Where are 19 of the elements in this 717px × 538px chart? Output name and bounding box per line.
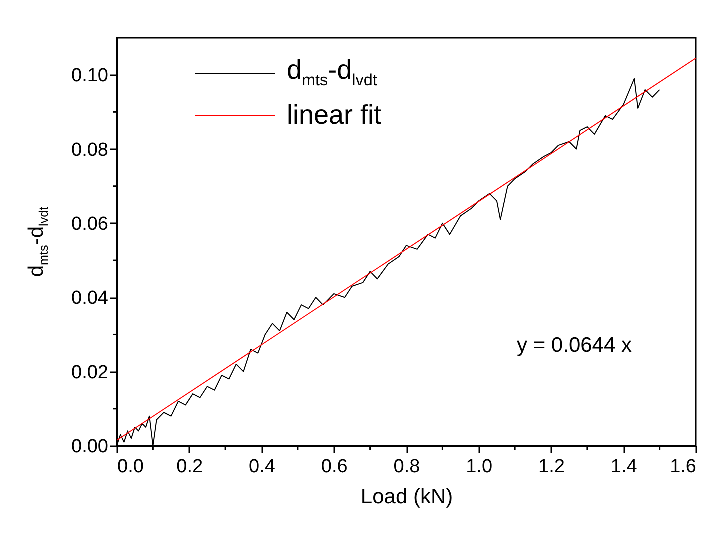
y-tick-label: 0.00 <box>72 436 108 458</box>
y-tick-label: 0.10 <box>72 66 108 87</box>
x-tick-label: 1.4 <box>610 456 638 478</box>
x-tick-label: 1.2 <box>538 456 565 478</box>
legend-label: linear fit <box>287 100 382 130</box>
x-tick-label: 0.4 <box>249 456 276 478</box>
x-axis-title: Load (kN) <box>360 486 454 508</box>
x-tick-label: 0.2 <box>176 456 204 478</box>
annotation: y = 0.0644 x <box>517 334 632 357</box>
x-tick-label: 0.0 <box>118 456 144 478</box>
y-tick-label: 0.02 <box>72 362 108 384</box>
x-tick-label: 0.6 <box>321 456 348 478</box>
y-tick-label: 0.08 <box>72 140 108 161</box>
legend-label: d$_{mts}$-d$_{lvdt}$ <box>287 55 378 91</box>
y-tick-label: 0.04 <box>72 288 109 310</box>
x-tick-label: 0.8 <box>394 456 420 478</box>
x-tick-label: 1.6 <box>670 456 696 478</box>
y-tick-label: 0.06 <box>72 214 108 235</box>
x-tick-label: 1.0 <box>466 456 493 478</box>
